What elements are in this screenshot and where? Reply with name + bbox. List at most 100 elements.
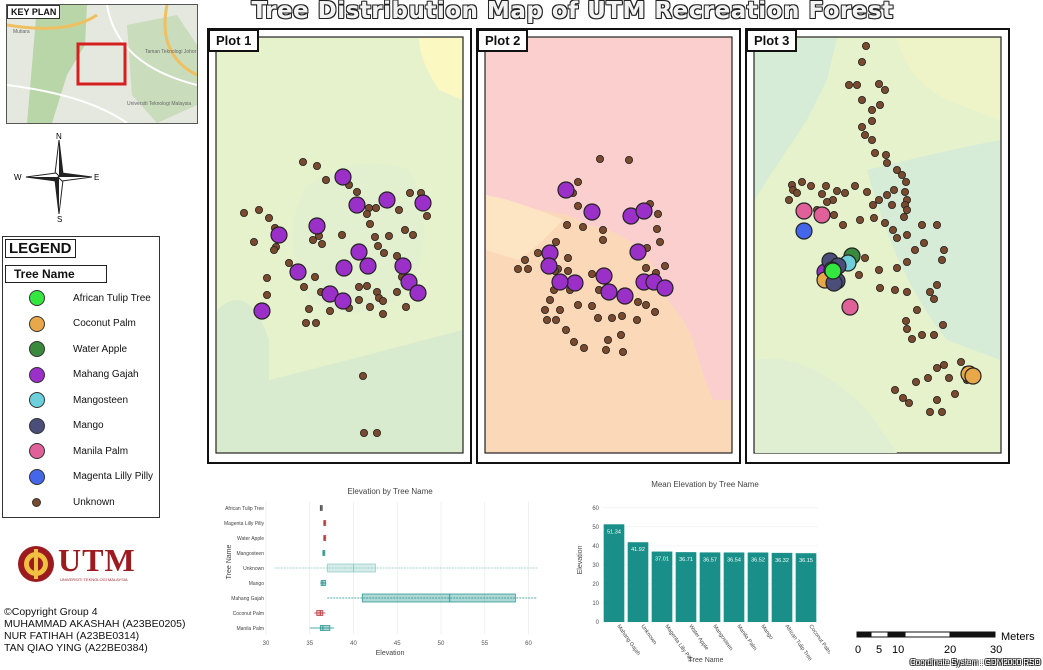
plot-1-label: Plot 1 bbox=[208, 29, 260, 52]
tree-point bbox=[892, 165, 901, 174]
tree-point bbox=[890, 385, 899, 394]
box-category-label: Magenta Lilly Pilly bbox=[224, 521, 265, 527]
tree-point bbox=[910, 245, 919, 254]
tree-point bbox=[583, 203, 601, 221]
tree-point bbox=[378, 309, 387, 318]
bar bbox=[651, 551, 673, 622]
compass-e: E bbox=[94, 173, 99, 182]
tree-point bbox=[853, 81, 862, 90]
tree-point bbox=[964, 367, 982, 385]
plot-1-map bbox=[215, 36, 464, 454]
box-category-label: African Tulip Tree bbox=[225, 506, 264, 512]
bar-category-label: African Tulip Tree bbox=[783, 624, 812, 662]
plot-3-frame: Plot 3 bbox=[745, 28, 1010, 464]
tree-point bbox=[932, 395, 941, 404]
tree-point bbox=[563, 220, 572, 229]
tree-point bbox=[889, 185, 898, 194]
tree-point bbox=[371, 203, 380, 212]
tree-point bbox=[300, 282, 309, 291]
legend-symbol-icon bbox=[32, 497, 41, 507]
tree-point bbox=[868, 136, 877, 145]
tree-point bbox=[543, 315, 552, 324]
tree-point bbox=[635, 202, 653, 220]
bar bbox=[747, 552, 769, 622]
key-plan-map: Taman Teknologi Johor Universiti Teknolo… bbox=[7, 5, 197, 123]
tree-point bbox=[660, 261, 669, 270]
tree-point bbox=[899, 212, 908, 221]
tree-point bbox=[358, 371, 367, 380]
bar bbox=[795, 553, 817, 622]
tree-point bbox=[352, 187, 361, 196]
legend-item: Magenta Lilly Pilly bbox=[13, 467, 153, 487]
utm-logo: UTM UNIVERSITI TEKNOLOGI MALAYSIA bbox=[16, 542, 136, 584]
bar-category-label: Water Apple bbox=[687, 624, 709, 652]
tree-point bbox=[313, 161, 322, 170]
tree-point bbox=[880, 218, 889, 227]
box-xtick-label: 35 bbox=[306, 641, 313, 647]
box-category-label: Mango bbox=[249, 581, 265, 587]
tree-point bbox=[868, 117, 877, 126]
tree-point bbox=[861, 131, 870, 140]
tree-point bbox=[408, 230, 417, 239]
tree-point bbox=[633, 297, 642, 306]
tree-point bbox=[574, 201, 583, 210]
tree-point bbox=[378, 296, 387, 305]
tree-point bbox=[289, 263, 307, 281]
legend-label: Manila Palm bbox=[73, 445, 129, 457]
tree-point bbox=[354, 295, 363, 304]
tree-point bbox=[907, 334, 916, 343]
tree-point bbox=[255, 205, 264, 214]
scale-tick: 0 bbox=[855, 644, 861, 656]
tree-point bbox=[892, 263, 901, 272]
tree-point bbox=[875, 283, 884, 292]
tree-point bbox=[285, 258, 294, 267]
legend-title: LEGEND bbox=[5, 239, 76, 258]
tree-point bbox=[524, 264, 533, 273]
bar-ytick-label: 30 bbox=[592, 563, 599, 569]
legend-item: Manila Palm bbox=[13, 441, 128, 461]
bar-ytick-label: 0 bbox=[596, 620, 600, 626]
box-category-label: Unknown bbox=[243, 566, 264, 572]
tree-point bbox=[326, 306, 335, 315]
tree-point bbox=[823, 197, 832, 206]
bar-category-label: Unknown bbox=[639, 624, 657, 646]
tree-point bbox=[875, 101, 884, 110]
tree-point bbox=[917, 220, 926, 229]
tree-point bbox=[841, 188, 850, 197]
tree-point bbox=[556, 305, 565, 314]
bar bbox=[699, 552, 721, 622]
bar-ytick-label: 10 bbox=[592, 601, 599, 607]
key-plan-label: KEY PLAN bbox=[7, 5, 61, 19]
tree-point bbox=[901, 316, 910, 325]
tree-point bbox=[902, 287, 911, 296]
bar-value-label: 37.01 bbox=[655, 557, 669, 563]
tree-point bbox=[795, 202, 813, 220]
tree-point bbox=[312, 318, 321, 327]
legend-label: Coconut Palm bbox=[73, 318, 136, 329]
tree-point bbox=[858, 123, 867, 132]
tree-point bbox=[901, 177, 910, 186]
tree-point bbox=[337, 230, 346, 239]
tree-point bbox=[904, 398, 913, 407]
bar-chart: Mean Elevation by Tree Name Tree Name El… bbox=[577, 480, 830, 664]
utm-logo-subtext: UNIVERSITI TEKNOLOGI MALAYSIA bbox=[60, 577, 128, 582]
legend-symbol-icon bbox=[29, 366, 45, 383]
tree-point bbox=[917, 330, 926, 339]
scale-tick: 10 bbox=[892, 644, 904, 656]
tree-point bbox=[562, 325, 571, 334]
legend-label: Magenta Lilly Pilly bbox=[73, 471, 154, 482]
box-xtick-label: 40 bbox=[350, 641, 357, 647]
tree-point bbox=[394, 257, 412, 275]
compass-s: S bbox=[57, 215, 62, 222]
tree-point bbox=[938, 320, 947, 329]
tree-point bbox=[546, 295, 555, 304]
box-body bbox=[361, 593, 516, 603]
tree-point bbox=[350, 243, 368, 261]
bar bbox=[675, 552, 697, 622]
compass-w: W bbox=[14, 173, 22, 182]
tree-point bbox=[379, 248, 388, 257]
tree-point bbox=[833, 186, 842, 195]
tree-point bbox=[629, 243, 647, 261]
bar-category-label: Mango bbox=[759, 624, 774, 641]
tree-point bbox=[650, 307, 659, 316]
